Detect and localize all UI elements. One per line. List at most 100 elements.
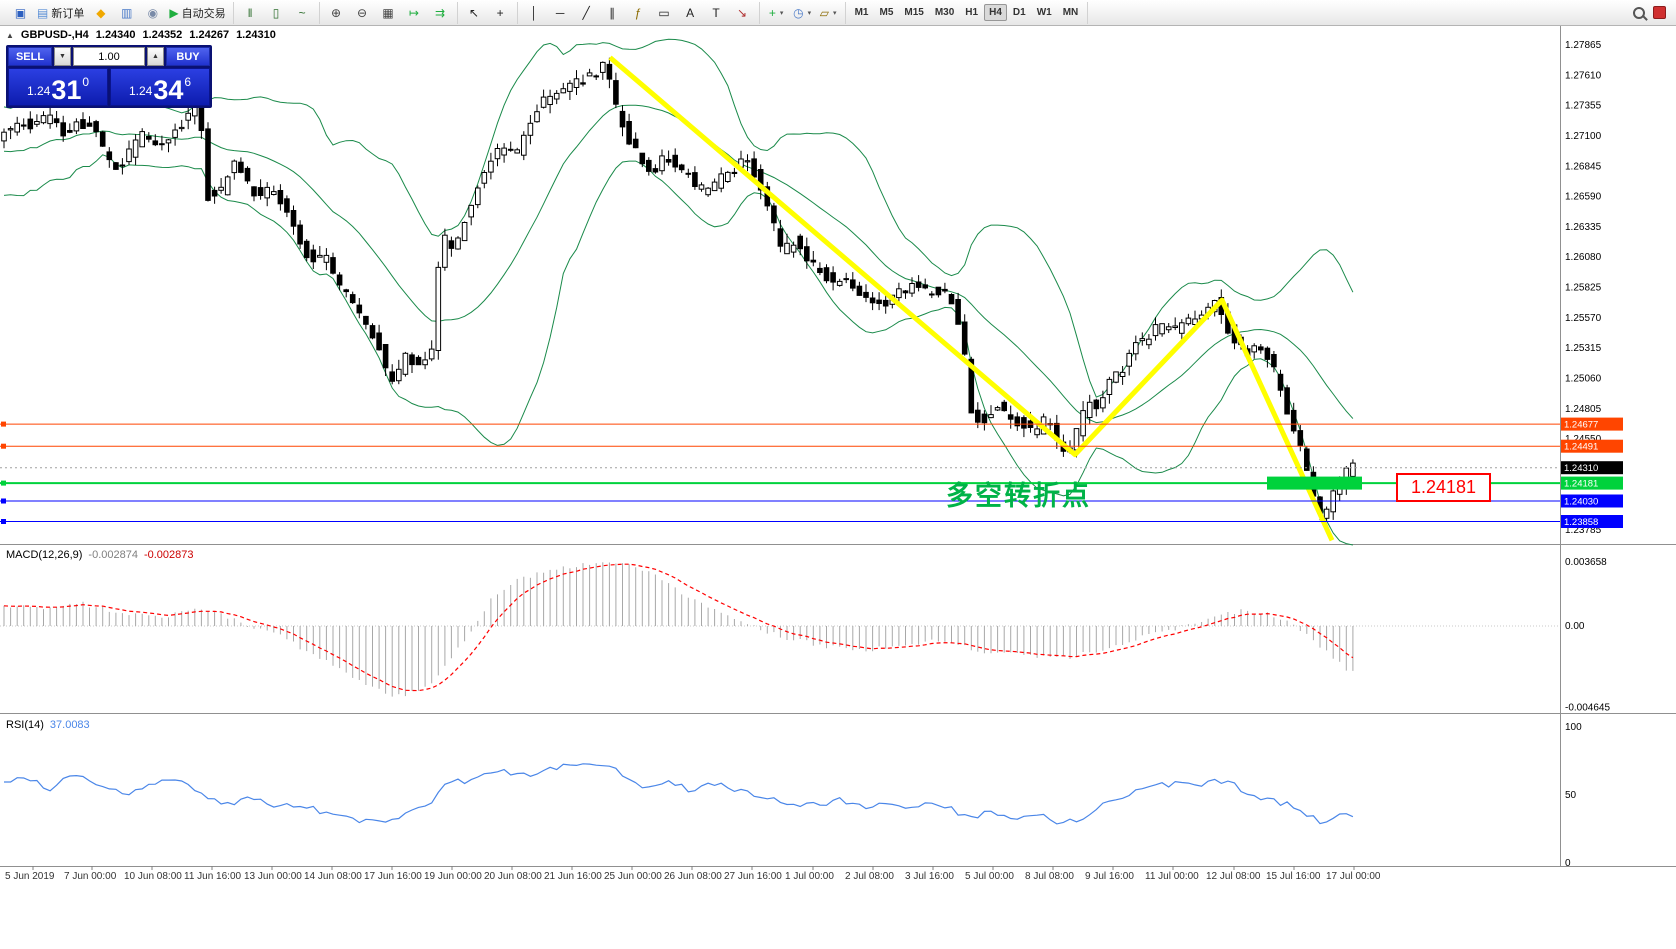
time-axis-label: 13 Jun 00:00 (244, 871, 302, 882)
price-axis-label: 1.25570 (1565, 313, 1602, 324)
panel-collapse-icon[interactable]: ▲ (6, 30, 14, 40)
templates-icon[interactable]: ▱ ▾ (816, 2, 841, 24)
horizontal-line-icon: ─ (555, 5, 565, 20)
bar-chart-icon[interactable]: ‖ (238, 2, 263, 24)
time-axis-label: 20 Jun 08:00 (484, 871, 542, 882)
terminal-icon[interactable]: ▥ (114, 2, 139, 24)
buy-price-display[interactable]: 1.24 34 6 (110, 68, 210, 106)
macd-label: MACD(12,26,9) -0.002874 -0.002873 (6, 549, 194, 561)
periods-icon[interactable]: ◷ ▾ (790, 2, 815, 24)
line-chart-icon[interactable]: ~ (290, 2, 315, 24)
highlight-bar[interactable] (1267, 476, 1362, 490)
timeframe-h4[interactable]: H4 (984, 4, 1007, 21)
fibonacci-icon[interactable]: ƒ (626, 2, 651, 24)
horizontal-line-icon[interactable]: ─ (548, 2, 573, 24)
autoscroll-icon[interactable]: ↦ (402, 2, 427, 24)
sell-price-prefix: 1.24 (26, 84, 51, 98)
zoom-in-icon: ⊕ (331, 5, 342, 20)
chevron-down-icon: ▾ (779, 9, 784, 17)
app-icon[interactable]: ▣ (8, 2, 33, 24)
svg-text:1.24181: 1.24181 (1564, 479, 1598, 490)
timeframe-m1[interactable]: M1 (854, 7, 869, 18)
one-click-trading-panel: SELL ▼ 1.00 ▲ BUY 1.24 31 0 1.24 34 6 (6, 45, 212, 108)
zoom-out-icon[interactable]: ⊖ (350, 2, 375, 24)
autotrade-button-label: 自动交易 (181, 7, 226, 20)
time-axis-label: 1 Jul 00:00 (785, 871, 834, 882)
rsi-line (4, 763, 1354, 825)
vertical-line-icon[interactable]: │ (522, 2, 547, 24)
timeframe-d1[interactable]: D1 (1012, 7, 1026, 18)
chart-shift-icon[interactable]: ⇉ (428, 2, 453, 24)
hline-1.24491[interactable]: 1.24491 (0, 439, 1623, 453)
autoscroll-icon: ↦ (409, 5, 420, 20)
buy-price-sup: 6 (184, 75, 192, 89)
macd-signal-line (3, 563, 1354, 692)
new-order-button[interactable]: ▤ 新订单 (34, 2, 87, 24)
time-axis-label: 21 Jun 16:00 (544, 871, 602, 882)
trendline-icon: ╱ (582, 5, 590, 20)
line-handle (1, 421, 6, 427)
macd-name: MACD(12,26,9) (6, 549, 83, 561)
crosshair-icon[interactable]: + (488, 2, 513, 24)
time-axis-label: 14 Jun 08:00 (304, 871, 362, 882)
turning-point-annotation[interactable]: 多空转折点 (946, 481, 1091, 511)
price-axis-label: 1.26335 (1565, 222, 1602, 233)
price-tag (1561, 515, 1623, 528)
trendline-icon[interactable]: ╱ (574, 2, 599, 24)
lot-down-button[interactable]: ▼ (54, 47, 71, 66)
channel-icon[interactable]: ∥ (600, 2, 625, 24)
line-handle (1, 498, 6, 504)
time-axis-label: 19 Jun 00:00 (424, 871, 482, 882)
favorites-icon[interactable]: ◆ (88, 2, 113, 24)
sell-price-big: 31 (51, 75, 82, 106)
indicators-icon[interactable]: + ▾ (764, 2, 789, 24)
rsi-label: RSI(14) 37.0083 (6, 719, 90, 731)
lot-up-button[interactable]: ▲ (147, 47, 164, 66)
grid-icon[interactable]: ▦ (376, 2, 401, 24)
price-axis-label: 1.26845 (1565, 161, 1602, 172)
time-axis-label: 10 Jun 08:00 (124, 871, 182, 882)
sell-button[interactable]: SELL (8, 47, 52, 66)
zoom-in-icon[interactable]: ⊕ (324, 2, 349, 24)
search-icon[interactable] (1633, 6, 1645, 19)
rsi-axis-label: 0 (1565, 858, 1571, 869)
hline-1.24030[interactable]: 1.24030 (0, 494, 1623, 508)
lot-size-input[interactable]: 1.00 (73, 47, 145, 66)
hline-1.24677[interactable]: 1.24677 (0, 417, 1623, 431)
cursor-icon[interactable]: ↖ (462, 2, 487, 24)
timeframe-mn[interactable]: MN (1062, 7, 1079, 18)
price-axis-label: 1.27610 (1565, 70, 1602, 81)
current-price-tag: 1.24310 (1561, 461, 1623, 475)
timeframe-w1[interactable]: W1 (1036, 7, 1052, 18)
community-icon[interactable] (1653, 6, 1666, 19)
time-axis-label: 17 Jun 16:00 (364, 871, 422, 882)
sell-price-display[interactable]: 1.24 31 0 (8, 68, 108, 106)
yellow-trendline[interactable] (608, 55, 1335, 542)
timeframe-h1[interactable]: H1 (965, 7, 979, 18)
candle-chart-icon[interactable]: ▯ (264, 2, 289, 24)
hline-1.23858[interactable]: 1.23858 (0, 515, 1623, 528)
autotrade-button[interactable]: ▶ 自动交易 (166, 2, 228, 24)
label-icon: T (712, 5, 720, 20)
buy-button[interactable]: BUY (166, 47, 210, 66)
timeframe-m30[interactable]: M30 (934, 7, 955, 18)
price-callout-label[interactable]: 1.24181 (1396, 473, 1492, 502)
cursor-icon: ↖ (469, 5, 480, 20)
time-axis-label: 3 Jul 16:00 (905, 871, 954, 882)
shapes-icon: ▭ (658, 5, 670, 20)
macd-axis-label: 0.00 (1565, 621, 1585, 632)
terminal-icon: ▥ (121, 5, 133, 20)
label-icon[interactable]: T (704, 2, 729, 24)
chart-shift-icon: ⇉ (435, 5, 446, 20)
ohlc-high: 1.24352 (142, 29, 183, 41)
shapes-icon[interactable]: ▭ (652, 2, 677, 24)
timeframe-m5[interactable]: M5 (879, 7, 894, 18)
macd-axis-label: -0.004645 (1565, 702, 1610, 713)
favorites-icon: ◆ (96, 5, 106, 20)
arrows-icon[interactable]: ↘ (730, 2, 755, 24)
macd-axis-label: 0.003658 (1565, 557, 1607, 568)
text-icon[interactable]: A (678, 2, 703, 24)
price-axis-label: 1.27100 (1565, 131, 1602, 142)
support-icon[interactable]: ◉ (140, 2, 165, 24)
timeframe-m15[interactable]: M15 (904, 7, 924, 18)
